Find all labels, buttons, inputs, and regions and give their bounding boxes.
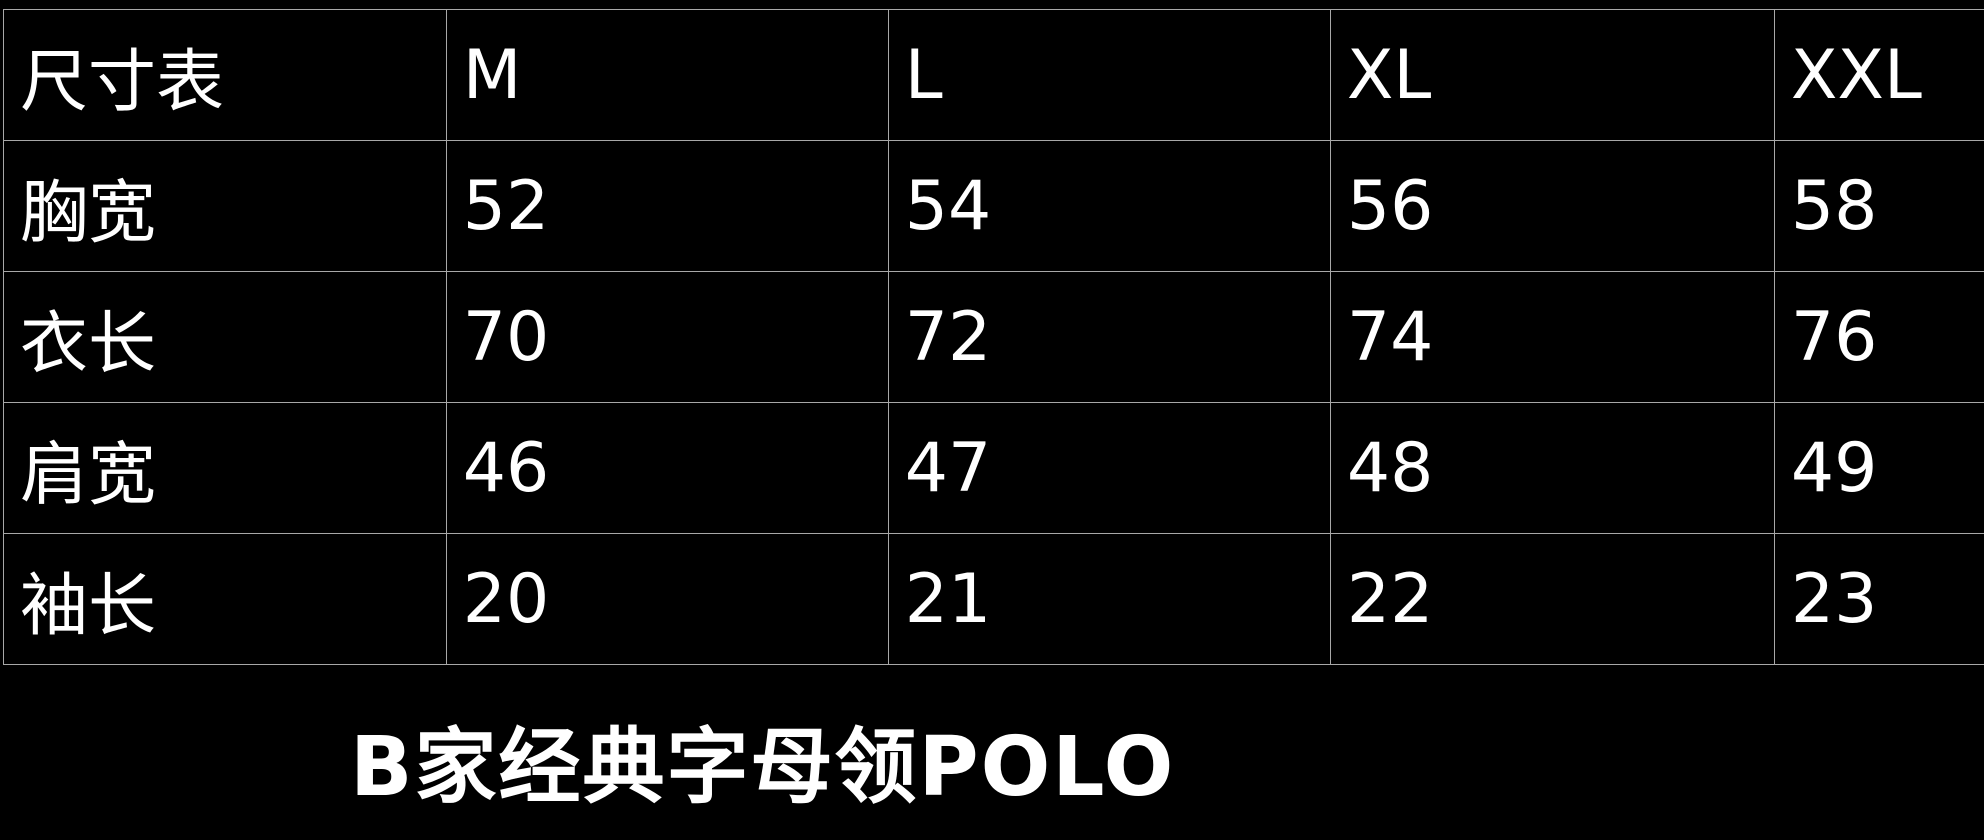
table-cell: 48 <box>1329 402 1775 534</box>
table-cell: 54 <box>887 140 1331 272</box>
measurement-label: 肩宽 <box>3 402 447 534</box>
table-cell: 21 <box>887 533 1331 665</box>
header-row: 尺寸表 M L XL XXL <box>3 9 1984 141</box>
header-cell: M <box>445 9 889 141</box>
measurement-label: 衣长 <box>3 271 447 403</box>
table-cell: 46 <box>445 402 889 534</box>
product-title: B家经典字母领POLO <box>350 720 1176 815</box>
table-cell: 70 <box>445 271 889 403</box>
table-cell: 56 <box>1329 140 1775 272</box>
table-row: 肩宽 46 47 48 49 <box>3 402 1984 534</box>
header-cell: 尺寸表 <box>3 9 447 141</box>
header-cell: XXL <box>1773 9 1984 141</box>
table-row: 袖长 20 21 22 23 <box>3 533 1984 665</box>
table-cell: 52 <box>445 140 889 272</box>
header-cell: L <box>887 9 1331 141</box>
table-cell: 58 <box>1773 140 1984 272</box>
table-cell: 23 <box>1773 533 1984 665</box>
table-cell: 47 <box>887 402 1331 534</box>
header-cell: XL <box>1329 9 1775 141</box>
table-row: 衣长 70 72 74 76 <box>3 271 1984 403</box>
table-cell: 22 <box>1329 533 1775 665</box>
table-cell: 72 <box>887 271 1331 403</box>
table-cell: 20 <box>445 533 889 665</box>
measurement-label: 袖长 <box>3 533 447 665</box>
measurement-label: 胸宽 <box>3 140 447 272</box>
table-cell: 76 <box>1773 271 1984 403</box>
table-cell: 74 <box>1329 271 1775 403</box>
table-cell: 49 <box>1773 402 1984 534</box>
size-chart-table: 尺寸表 M L XL XXL 胸宽 52 54 56 58 衣长 70 72 74 76 肩宽 46 47 48 49… <box>3 9 1984 665</box>
table-row: 胸宽 52 54 56 58 <box>3 140 1984 272</box>
